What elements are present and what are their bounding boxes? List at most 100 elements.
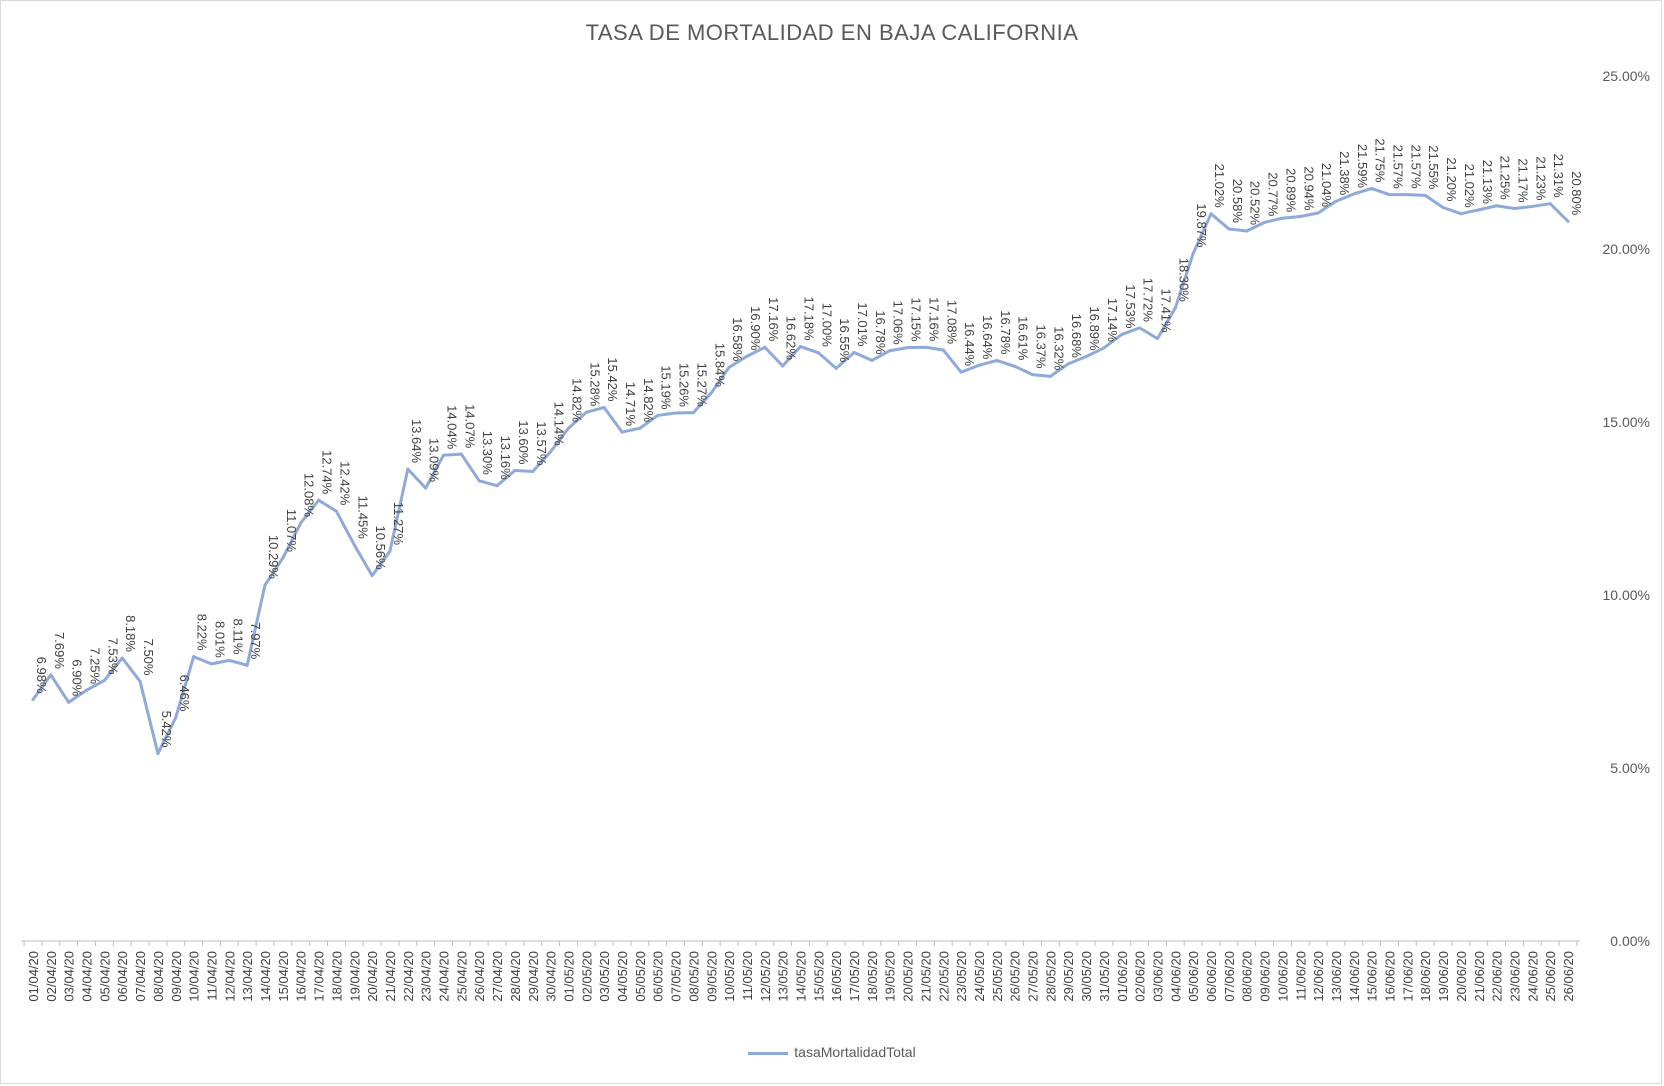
data-point [995,358,999,362]
x-tick-label: 07/05/20 [669,951,684,1002]
data-point [156,751,160,755]
data-label: 21.04% [1319,163,1334,208]
data-point [1209,212,1213,216]
x-tick-label: 11/05/20 [740,951,755,1001]
data-point [370,574,374,578]
x-tick-label: 14/05/20 [794,951,809,1002]
data-point [85,688,89,692]
x-tick-label: 21/06/20 [1472,951,1487,1002]
x-tick-label: 29/04/20 [526,951,541,1002]
x-tick-label: 30/04/20 [544,951,559,1002]
data-label: 16.37% [1034,325,1049,370]
data-point [1245,229,1249,233]
data-point [1566,219,1570,223]
x-tick-label: 25/05/20 [990,951,1005,1002]
data-label: 21.75% [1373,138,1388,183]
data-label: 20.77% [1266,172,1281,217]
x-tick-label: 15/06/20 [1365,951,1380,1002]
data-label: 16.68% [1069,314,1084,359]
data-label: 10.29% [266,535,281,580]
data-point [620,430,624,434]
x-tick-label: 27/04/20 [490,951,505,1002]
x-tick-label: 28/05/20 [1043,951,1058,1002]
x-tick-label: 23/04/20 [419,951,434,1002]
data-point [1477,208,1481,212]
data-label: 13.64% [409,419,424,464]
data-label: 15.26% [677,363,692,408]
data-label: 12.74% [320,450,335,495]
data-label: 15.84% [712,343,727,388]
data-point [495,484,499,488]
data-point [1298,214,1302,218]
x-tick-label: 12/05/20 [758,951,773,1002]
data-point [1334,199,1338,203]
x-tick-label: 22/04/20 [401,951,416,1002]
data-label: 17.16% [926,297,941,342]
x-tick-label: 26/04/20 [472,951,487,1002]
data-label: 17.01% [855,302,870,347]
data-label: 21.55% [1426,145,1441,190]
x-tick-label: 14/04/20 [258,951,273,1002]
data-label: 13.16% [498,436,513,481]
data-label: 6.90% [70,659,85,696]
data-point [852,350,856,354]
data-point [1173,306,1177,310]
y-tick-label: 10.00% [1603,587,1650,603]
data-label: 21.31% [1551,154,1566,199]
x-tick-label: 11/06/20 [1293,951,1308,1001]
data-label: 8.01% [212,621,227,658]
data-point [763,345,767,349]
x-tick-label: 18/04/20 [329,951,344,1002]
data-label: 16.32% [1051,326,1066,371]
data-label: 6.98% [34,657,49,694]
x-tick-label: 05/04/20 [97,951,112,1002]
x-tick-label: 06/05/20 [651,951,666,1002]
data-point [549,450,553,454]
data-label: 21.59% [1355,144,1370,189]
y-tick-label: 15.00% [1603,414,1650,430]
data-point [781,364,785,368]
x-tick-label: 16/05/20 [829,951,844,1002]
x-tick-label: 08/05/20 [686,951,701,1002]
data-point [102,678,106,682]
data-label: 13.09% [427,438,442,483]
data-label: 21.02% [1212,164,1227,209]
data-point [138,680,142,683]
data-label: 13.30% [480,431,495,476]
x-tick-label: 07/04/20 [133,951,148,1002]
data-label: 21.25% [1498,156,1513,201]
data-point [977,363,981,367]
x-tick-label: 15/04/20 [276,951,291,1002]
x-tick-label: 17/06/20 [1400,951,1415,1002]
x-tick-label: 08/04/20 [151,951,166,1002]
x-tick-label: 19/04/20 [347,951,362,1002]
x-tick-label: 10/05/20 [722,951,737,1002]
data-label: 7.53% [105,638,120,675]
data-point [674,411,678,415]
data-label: 7.69% [52,632,67,669]
data-label: 15.42% [605,357,620,402]
data-point [192,655,196,659]
x-tick-label: 31/05/20 [1097,951,1112,1002]
x-tick-label: 09/06/20 [1258,951,1273,1002]
data-point [442,453,446,457]
data-label: 15.19% [659,365,674,410]
data-label: 16.64% [980,315,995,360]
data-point [1031,373,1035,377]
data-label: 21.17% [1515,158,1530,203]
x-tick-label: 24/06/20 [1525,951,1540,1002]
data-label: 16.55% [837,318,852,363]
data-label: 11.07% [284,509,299,553]
data-point [477,479,481,483]
x-tick-label: 04/04/20 [80,951,95,1002]
data-label: 16.89% [1087,307,1102,352]
data-point [299,521,303,525]
data-label: 12.08% [302,473,317,518]
data-point [1405,193,1409,197]
data-point [424,486,428,490]
data-label: 21.38% [1337,151,1352,196]
data-point [888,349,892,353]
data-point [691,411,695,415]
data-point [1370,186,1374,190]
